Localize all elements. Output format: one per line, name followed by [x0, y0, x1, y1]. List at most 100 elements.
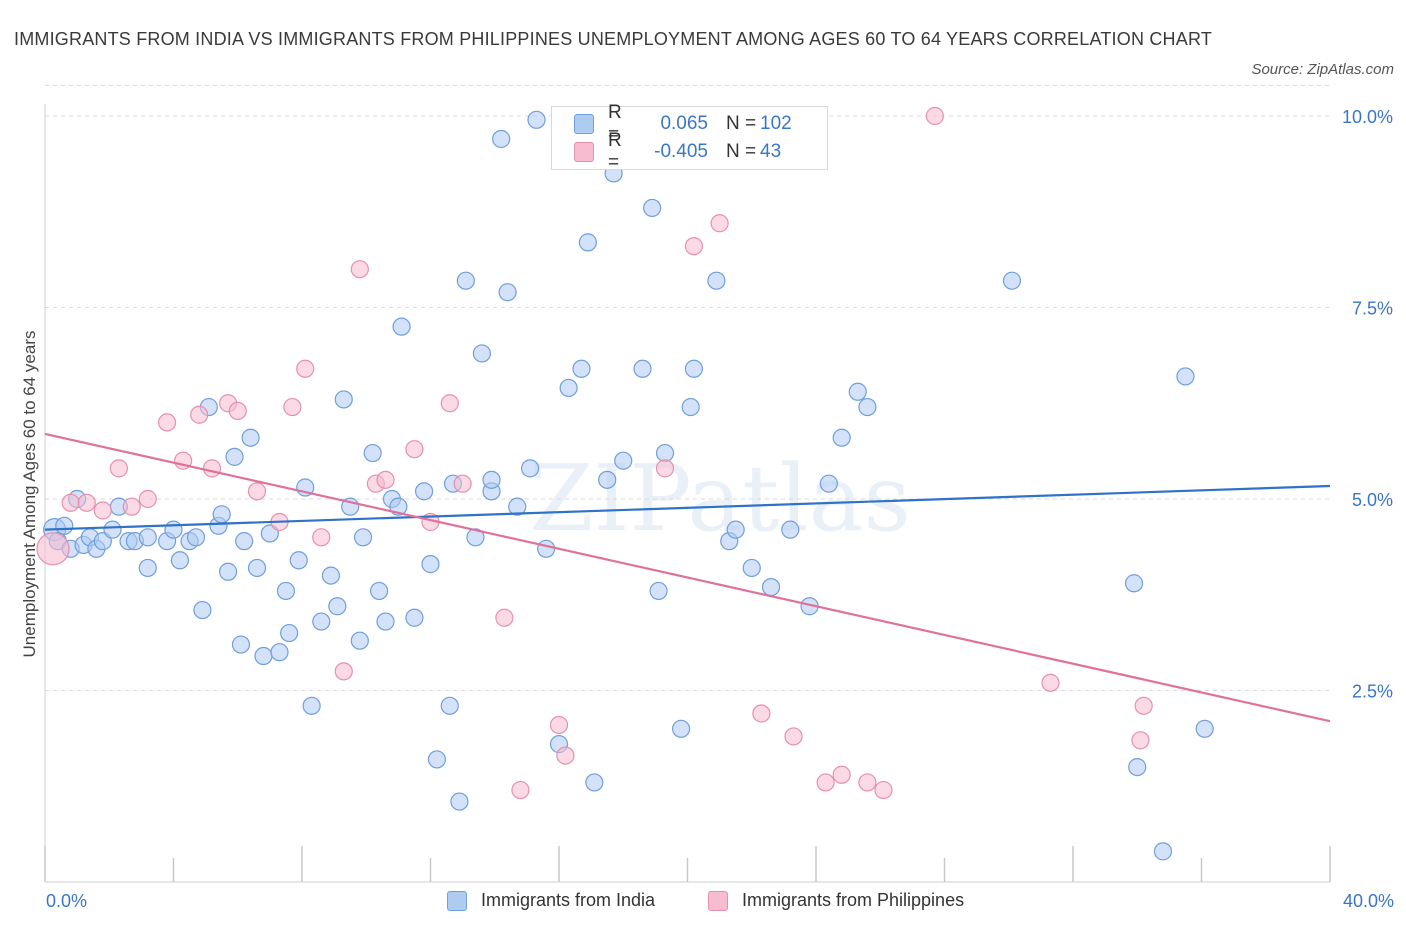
- india-point: [440, 696, 459, 715]
- india-point: [363, 443, 382, 463]
- philippines-point: [405, 440, 424, 459]
- philippines-point: [453, 474, 472, 493]
- india-point: [280, 623, 299, 643]
- india-point: [585, 773, 604, 792]
- india-point: [832, 428, 851, 447]
- philippines-point: [228, 401, 247, 421]
- philippines-point: [784, 727, 803, 746]
- legend-item-philippines: Immigrants from Philippines: [708, 890, 964, 911]
- india-point: [578, 233, 598, 252]
- india-point: [1128, 757, 1147, 777]
- india-point: [671, 719, 691, 738]
- philippines-r-value: -0.405: [654, 141, 708, 162]
- india-point: [742, 558, 761, 578]
- philippines-point: [36, 532, 70, 566]
- correlation-legend: R = 0.065 N = 102 R = -0.405 N = 43: [551, 102, 828, 173]
- legend-row-india: R = 0.065 N = 102: [574, 102, 792, 145]
- philippines-swatch: [574, 142, 594, 162]
- philippines-point: [334, 662, 353, 681]
- india-point: [655, 443, 675, 463]
- india-r-value: 0.065: [660, 113, 708, 134]
- india-point: [370, 581, 389, 601]
- india-point: [492, 129, 511, 149]
- india-point: [321, 566, 341, 585]
- india-point: [427, 750, 447, 769]
- india-point: [186, 528, 206, 547]
- philippines-point: [61, 493, 80, 512]
- india-n-value: 102: [760, 113, 792, 134]
- india-point: [498, 283, 517, 302]
- india-point: [858, 397, 877, 417]
- philippines-point: [511, 780, 530, 800]
- philippines-point: [440, 394, 459, 413]
- india-point: [55, 516, 74, 535]
- india-swatch: [574, 114, 594, 134]
- philippines-point: [190, 405, 209, 424]
- philippines-point: [157, 413, 177, 432]
- india-point: [466, 528, 485, 547]
- philippines-point: [832, 765, 851, 784]
- philippines-r-label: R =: [608, 130, 622, 173]
- india-point: [508, 497, 527, 516]
- india-point: [1195, 719, 1214, 738]
- india-r-label: R =: [608, 102, 622, 145]
- legend-row-philippines: R = -0.405 N = 43: [574, 130, 782, 173]
- philippines-point: [202, 459, 222, 478]
- india-point: [138, 558, 157, 578]
- india-point: [681, 397, 700, 417]
- philippines-point: [376, 470, 395, 489]
- philippines-point: [684, 237, 704, 256]
- india-point: [219, 562, 238, 581]
- india-point: [405, 608, 424, 627]
- india-point: [1176, 367, 1195, 386]
- india-point: [572, 359, 591, 378]
- india-point: [302, 696, 321, 715]
- philippines-point: [283, 397, 302, 417]
- philippines-point: [495, 608, 514, 627]
- y-tick-label: 10.0%: [1342, 107, 1393, 127]
- x-tick-label-max: 40.0%: [1342, 891, 1394, 911]
- legend-philippines-label: Immigrants from Philippines: [742, 890, 965, 910]
- india-point: [328, 597, 347, 616]
- india-point: [247, 558, 267, 578]
- philippines-point: [858, 773, 877, 792]
- philippines-point: [1041, 673, 1060, 692]
- india-point: [392, 317, 411, 336]
- india-point: [103, 520, 122, 539]
- india-point: [254, 646, 273, 666]
- philippines-point: [312, 528, 331, 547]
- india-point: [472, 344, 491, 363]
- india-point: [781, 520, 800, 539]
- india-point: [649, 581, 668, 601]
- philippines-point: [556, 746, 575, 765]
- philippines-point: [874, 780, 893, 800]
- india-point: [312, 612, 331, 631]
- india-point: [231, 635, 251, 654]
- india-point: [1002, 271, 1022, 290]
- philippines-point: [549, 715, 569, 735]
- philippines-point: [138, 489, 157, 509]
- india-point: [482, 470, 501, 489]
- philippines-point: [247, 482, 267, 501]
- philippines-trend-line: [44, 432, 1331, 723]
- india-point: [819, 474, 838, 493]
- india-point: [138, 528, 157, 547]
- india-point: [614, 451, 633, 470]
- india-point: [270, 643, 289, 662]
- india-point: [350, 631, 369, 650]
- india-point: [527, 110, 546, 129]
- india-point: [376, 612, 395, 631]
- india-point: [212, 505, 231, 524]
- india-point: [848, 382, 867, 401]
- philippines-point: [925, 106, 944, 126]
- india-point: [520, 459, 540, 478]
- philippines-point: [1134, 696, 1153, 715]
- legend-india-label: Immigrants from India: [481, 890, 656, 910]
- india-point: [193, 600, 212, 620]
- philippines-point: [296, 359, 315, 378]
- y-tick-label: 7.5%: [1352, 299, 1393, 319]
- philippines-point: [752, 704, 771, 723]
- series-legend: Immigrants from India Immigrants from Ph…: [0, 890, 1406, 914]
- india-point: [1153, 842, 1173, 861]
- philippines-n-value: 43: [760, 141, 782, 162]
